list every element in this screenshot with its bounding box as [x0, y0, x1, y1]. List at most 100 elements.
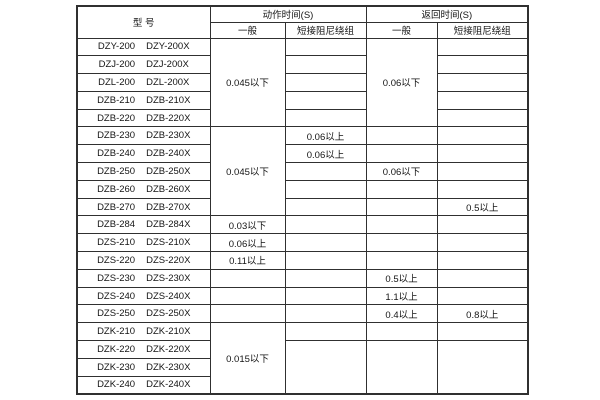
header-row-2: 一般 短接阻尼绕组 一般 短接阻尼绕组 [77, 21, 529, 39]
value-cell-action-general-group2: 0.045以下 [209, 126, 286, 217]
model-name: DZS-210 [97, 237, 136, 249]
model-name-x: DZK-240X [146, 379, 191, 391]
col-header-action-time: 动作时间(S) [209, 5, 367, 23]
table-row: DZS-230 DZS-230X 0.5以上 [76, 268, 529, 288]
subheader-return-general: 一般 [365, 21, 438, 39]
empty-cell [436, 322, 529, 342]
model-cell: DZB-210 DZB-210X [76, 90, 211, 110]
empty-cell [436, 90, 529, 110]
model-cell: DZJ-200 DZJ-200X [76, 55, 211, 75]
table-row: DZB-210 DZB-210X [76, 90, 529, 110]
empty-cell [436, 286, 529, 306]
empty-cell [284, 162, 367, 181]
empty-cell [284, 268, 367, 288]
value-cell-action-general-dzs210: 0.06以上 [209, 233, 286, 253]
model-name: DZK-230 [97, 361, 136, 373]
empty-cell [284, 37, 367, 57]
model-name-x: DZS-250X [146, 308, 191, 320]
empty-cell [436, 251, 529, 270]
model-name: DZB-270 [97, 201, 136, 213]
model-name: DZS-220 [97, 254, 136, 266]
empty-cell [284, 73, 367, 92]
spec-table: 型 号 动作时间(S) 返回时间(S) 一般 短接阻尼绕组 一般 短接阻尼绕组 … [76, 5, 530, 395]
value-cell-return-damped-dzb270: 0.5以上 [436, 197, 529, 217]
empty-cell [284, 55, 367, 75]
model-name: DZB-240 [97, 148, 136, 160]
model-cell: DZK-240 DZK-240X [76, 375, 211, 395]
empty-cell [284, 286, 367, 306]
empty-cell [284, 215, 367, 235]
model-name-x: DZB-260X [146, 183, 191, 195]
model-cell: DZS-250 DZS-250X [76, 304, 211, 324]
model-name-x: DZS-210X [146, 237, 191, 249]
model-cell: DZK-220 DZK-220X [76, 340, 211, 359]
model-name: DZS-230 [97, 272, 136, 284]
model-name: DZK-240 [97, 379, 136, 391]
model-name: DZS-250 [97, 308, 136, 320]
model-name: DZY-200 [97, 41, 136, 53]
subheader-action-general: 一般 [209, 21, 286, 39]
model-cell: DZB-260 DZB-260X [76, 179, 211, 199]
model-cell: DZS-210 DZS-210X [76, 233, 211, 253]
model-name-x: DZB-210X [146, 94, 191, 106]
value-cell-return-damped-dzs250: 0.8以上 [436, 304, 529, 324]
table-row: DZB-260 DZB-260X [76, 179, 529, 199]
table-row: DZS-210 DZS-210X 0.06以上 [76, 233, 529, 253]
model-cell: DZB-240 DZB-240X [76, 144, 211, 164]
table-row: DZK-210 DZK-210X 0.015以下 [76, 322, 529, 395]
empty-cell [284, 251, 367, 270]
empty-cell [284, 179, 367, 199]
value-cell-action-damped-dzb240: 0.06以上 [284, 144, 367, 164]
empty-cell [209, 304, 286, 324]
model-cell: DZS-240 DZS-240X [76, 286, 211, 306]
model-name: DZL-200 [98, 76, 136, 88]
empty-cell [209, 268, 286, 288]
model-name-x: DZK-210X [146, 326, 191, 338]
empty-cell [436, 215, 529, 235]
model-name-x: DZL-200X [146, 76, 190, 88]
empty-cell [365, 197, 438, 217]
empty-cell [365, 340, 438, 395]
table-row: DZK-240 DZK-240X [76, 375, 528, 395]
empty-cell [436, 162, 529, 181]
empty-cell [436, 179, 529, 199]
empty-cell [436, 233, 529, 253]
model-name: DZB-210 [97, 94, 136, 106]
empty-cell [436, 144, 529, 164]
empty-cell [436, 268, 529, 288]
model-name-x: DZB-270X [146, 201, 191, 213]
model-cell: DZS-230 DZS-230X [76, 268, 211, 288]
table-row: DZB-284 DZB-284X 0.03以下 [76, 215, 529, 235]
model-name-x: DZJ-200X [146, 59, 189, 71]
empty-cell [284, 322, 367, 342]
table-row: DZB-230 DZB-230X 0.045以下 0.06以上 [76, 126, 529, 217]
value-cell-action-general-group1: 0.045以下 [209, 37, 286, 128]
col-header-model: 型 号 [76, 5, 211, 39]
table-row: DZK-220 DZK-220X [76, 340, 529, 395]
value-cell-return-general-dzs240: 1.1以上 [365, 286, 438, 306]
value-cell-action-general-dzk: 0.015以下 [209, 322, 286, 395]
empty-cell [436, 37, 529, 57]
empty-cell [436, 73, 529, 92]
empty-cell [284, 233, 367, 253]
model-cell: DZB-220 DZB-220X [76, 108, 211, 128]
model-cell: DZS-220 DZS-220X [76, 251, 211, 270]
model-name-x: DZS-240X [146, 290, 191, 302]
table-row: DZB-220 DZB-220X [76, 108, 529, 128]
model-name-x: DZK-220X [146, 343, 191, 355]
model-name-x: DZK-230X [146, 361, 191, 373]
model-name: DZJ-200 [98, 59, 136, 71]
subheader-return-damped: 短接阻尼绕组 [436, 21, 529, 39]
table-row: DZJ-200 DZJ-200X [76, 55, 529, 75]
value-cell-action-general-dzs220: 0.11以上 [209, 251, 286, 270]
model-name: DZB-230 [97, 130, 136, 142]
model-name-x: DZB-250X [146, 165, 191, 177]
value-cell-return-general-dzs250: 0.4以上 [365, 304, 438, 324]
empty-cell [365, 322, 438, 342]
model-name: DZB-250 [97, 165, 136, 177]
empty-cell [436, 340, 529, 395]
model-cell: DZK-210 DZK-210X [76, 322, 211, 342]
model-name: DZB-220 [97, 112, 136, 124]
header-row-1: 型 号 动作时间(S) 返回时间(S) [76, 5, 529, 39]
